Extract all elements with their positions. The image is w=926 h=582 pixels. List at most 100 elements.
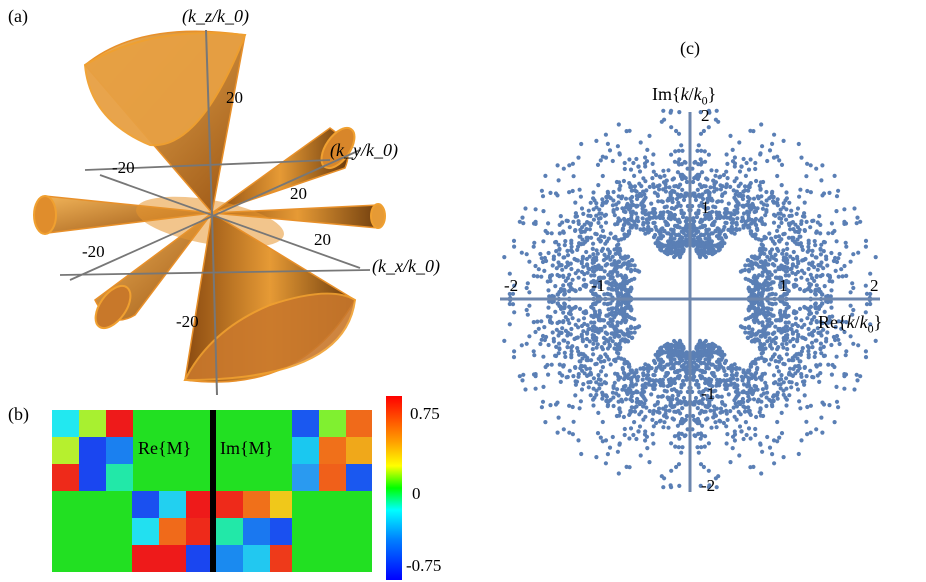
scatter-point [539, 274, 544, 279]
scatter-point [502, 255, 507, 260]
scatter-point [814, 427, 819, 432]
scatter-point [705, 397, 710, 402]
scatter-point [762, 327, 767, 332]
scatter-point [755, 387, 760, 392]
scatter-point [650, 161, 655, 166]
scatter-point [697, 255, 703, 260]
scatter-point [781, 380, 786, 385]
x-tick-pos: 20 [314, 230, 331, 249]
scatter-point [696, 211, 701, 216]
scatter-point [775, 365, 780, 370]
scatter-point [548, 403, 553, 408]
scatter-point [591, 241, 596, 246]
scatter-point [821, 266, 826, 271]
scatter-point [799, 349, 804, 354]
scatter-point [507, 271, 512, 276]
scatter-point [791, 343, 796, 349]
scatter-point [523, 206, 528, 211]
scatter-point [698, 483, 703, 488]
scatter-point [599, 326, 604, 332]
scatter-point [754, 223, 759, 228]
scatter-point [546, 305, 551, 310]
scatter-point [784, 241, 789, 246]
scatter-point [789, 385, 794, 390]
x-axis-base [59, 269, 371, 276]
scatter-point [653, 368, 658, 374]
scatter-point [541, 239, 546, 244]
scatter-point [669, 441, 674, 446]
scatter-point [752, 209, 757, 215]
scatter-point [770, 262, 775, 267]
scatter-point [758, 406, 763, 411]
scatter-point [610, 158, 615, 164]
scatter-point [608, 319, 613, 324]
scatter-point [633, 382, 639, 387]
scatter-point [623, 292, 628, 297]
scatter-point [657, 183, 662, 188]
scatter-point [694, 363, 699, 368]
scatter-point [579, 206, 585, 211]
scatter-point [633, 211, 639, 216]
scatter-point [834, 399, 840, 404]
scatter-point [753, 432, 758, 438]
scatter-point [584, 366, 589, 371]
scatter-point [636, 164, 641, 169]
scatter-point [562, 287, 567, 292]
scatter-point [603, 155, 609, 160]
scatter-point [705, 188, 710, 193]
scatter-point [775, 228, 780, 233]
scatter-point [557, 362, 562, 367]
scatter-point [582, 222, 587, 227]
scatter-point [815, 326, 820, 331]
scatter-point [644, 188, 649, 193]
scatter-point [829, 305, 834, 310]
scatter-point [540, 399, 546, 404]
scatter-point [625, 219, 630, 224]
scatter-point [716, 366, 721, 371]
scatter-point [758, 341, 763, 346]
scatter-point [697, 172, 702, 177]
scatter-point [794, 382, 799, 387]
scatter-point [784, 287, 789, 292]
scatter-point [594, 392, 599, 397]
cell [159, 518, 186, 545]
scatter-point [659, 357, 664, 362]
scatter-point [705, 177, 710, 182]
scatter-point [612, 247, 617, 252]
scatter-point [873, 338, 878, 343]
scatter-point [750, 374, 755, 379]
scatter-point [595, 279, 600, 284]
scatter-point [797, 194, 802, 199]
scatter-point [610, 331, 615, 336]
scatter-point [676, 445, 681, 450]
scatter-point [735, 206, 740, 211]
scatter-point [665, 384, 670, 389]
scatter-point [610, 287, 615, 292]
scatter-point [868, 301, 873, 307]
scatter-point [741, 225, 746, 230]
scatter-point [799, 155, 804, 160]
scatter-point [572, 336, 577, 342]
scatter-point [651, 411, 656, 416]
scatter-point [576, 318, 581, 323]
scatter-point [661, 108, 666, 113]
scatter-point [631, 390, 636, 396]
scatter-point [653, 224, 658, 230]
scatter-point [863, 355, 869, 360]
scatter-point [600, 419, 605, 425]
scatter-point [632, 263, 637, 268]
scatter-point [822, 284, 827, 289]
scatter-point [771, 313, 776, 318]
scatter-point [653, 360, 658, 366]
scatter-point [705, 196, 710, 201]
scatter-point [618, 273, 623, 278]
scatter-point [752, 273, 757, 278]
scatter-point [553, 309, 558, 314]
scatter-point [728, 378, 733, 383]
scatter-point [776, 345, 781, 350]
scatter-point [820, 292, 825, 297]
scatter-point [830, 230, 835, 236]
scatter-point [612, 213, 617, 218]
scatter-point [754, 370, 759, 375]
scatter-point [760, 350, 765, 355]
